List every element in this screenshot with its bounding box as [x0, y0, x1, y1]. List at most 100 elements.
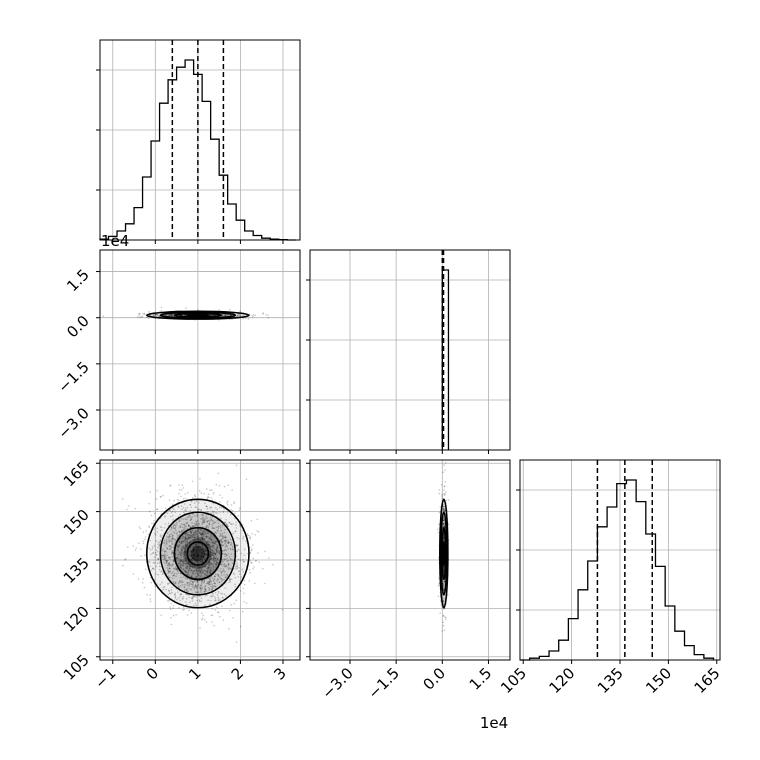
scatter-point: [443, 489, 445, 492]
scatter-point: [170, 616, 172, 619]
scatter-point: [236, 544, 239, 547]
scatter-point: [195, 576, 198, 578]
scatter-point: [170, 547, 172, 549]
scatter-point: [185, 544, 188, 546]
scatter-point: [201, 559, 204, 561]
scatter-point: [172, 564, 174, 567]
scatter-point: [220, 533, 222, 536]
scatter-point: [200, 597, 203, 599]
scatter-point: [218, 581, 221, 584]
scatter-point: [183, 553, 185, 556]
scatter-point: [442, 585, 445, 588]
scatter-point: [140, 316, 143, 319]
scatter-point: [210, 538, 212, 540]
scatter-point: [195, 568, 198, 571]
scatter-point: [178, 492, 180, 495]
scatter-point: [211, 551, 213, 554]
scatter-point: [438, 492, 441, 495]
scatter-point: [194, 602, 197, 605]
scatter-point: [167, 582, 169, 585]
scatter-point: [201, 532, 204, 534]
scatter-point: [141, 581, 144, 584]
scatter-point: [178, 597, 180, 599]
scatter-point: [230, 578, 233, 581]
scatter-point: [205, 505, 208, 508]
scatter-point: [235, 543, 237, 546]
scatter-point: [184, 314, 186, 316]
scatter-point: [211, 523, 214, 525]
scatter-point: [208, 580, 210, 583]
scatter-point: [198, 562, 200, 564]
scatter-point: [144, 538, 146, 541]
scatter-point: [144, 313, 146, 316]
scatter-point: [179, 538, 181, 541]
scatter-point: [202, 556, 205, 558]
scatter-point: [216, 529, 218, 532]
scatter-point: [154, 512, 156, 514]
scatter-point: [215, 540, 218, 543]
scatter-point: [198, 538, 200, 541]
scatter-point: [176, 545, 179, 547]
scatter-point: [196, 591, 199, 594]
scatter-point: [441, 497, 443, 500]
contour-line: [440, 511, 448, 596]
scatter-point: [208, 556, 211, 558]
scatter-point: [160, 570, 162, 573]
scatter-point: [181, 553, 184, 556]
scatter-point: [442, 505, 445, 508]
tick-label-y: 165: [60, 457, 93, 490]
scatter-point: [221, 538, 223, 540]
scatter-point: [216, 558, 219, 560]
scatter-point: [171, 563, 173, 566]
scatter-point: [214, 541, 217, 543]
scatter-point: [181, 560, 183, 562]
scatter-point: [217, 578, 219, 581]
scatter-point: [204, 588, 207, 591]
scatter-point: [210, 512, 213, 514]
scatter-point: [157, 543, 159, 546]
scatter-point: [189, 552, 192, 554]
scatter-point: [248, 534, 250, 537]
scatter-point: [209, 578, 212, 581]
scatter-point: [213, 596, 216, 598]
scatter-point: [151, 567, 154, 570]
scatter-point: [205, 589, 207, 592]
scatter-point: [199, 558, 202, 561]
scatter-point: [156, 313, 159, 316]
scatter-point: [223, 485, 226, 488]
scatter-point: [168, 562, 170, 565]
scatter-point: [206, 566, 209, 569]
scatter-point: [212, 557, 214, 559]
scatter-point: [262, 313, 264, 315]
scatter-point: [444, 462, 447, 464]
scatter-point: [438, 511, 441, 514]
scatter-point: [443, 485, 446, 487]
scatter-point: [180, 552, 183, 555]
scatter-point: [160, 614, 162, 616]
scatter-point: [219, 526, 222, 529]
scatter-point: [249, 560, 251, 562]
scatter-point: [229, 557, 232, 560]
scatter-point: [437, 584, 440, 587]
scatter-point: [226, 524, 228, 526]
scatter-point: [233, 502, 235, 505]
scatter-point: [193, 559, 196, 561]
scatter-point: [199, 538, 202, 541]
scatter-point: [202, 565, 205, 567]
tick-label-y: 120: [60, 602, 93, 635]
scatter-point: [194, 556, 196, 558]
scatter-point: [190, 570, 192, 572]
scatter-point: [210, 519, 213, 521]
scatter-point: [168, 571, 170, 573]
scatter-point: [149, 510, 151, 513]
scatter-point: [200, 536, 203, 539]
scatter-point: [443, 589, 445, 591]
scatter-point: [218, 581, 221, 584]
scatter-point: [233, 602, 235, 605]
scatter-point: [173, 568, 176, 570]
scatter-point: [204, 588, 207, 590]
scatter-point: [210, 563, 212, 566]
scatter-point: [217, 527, 220, 530]
scatter-point: [160, 306, 163, 309]
scatter-point: [442, 519, 445, 522]
